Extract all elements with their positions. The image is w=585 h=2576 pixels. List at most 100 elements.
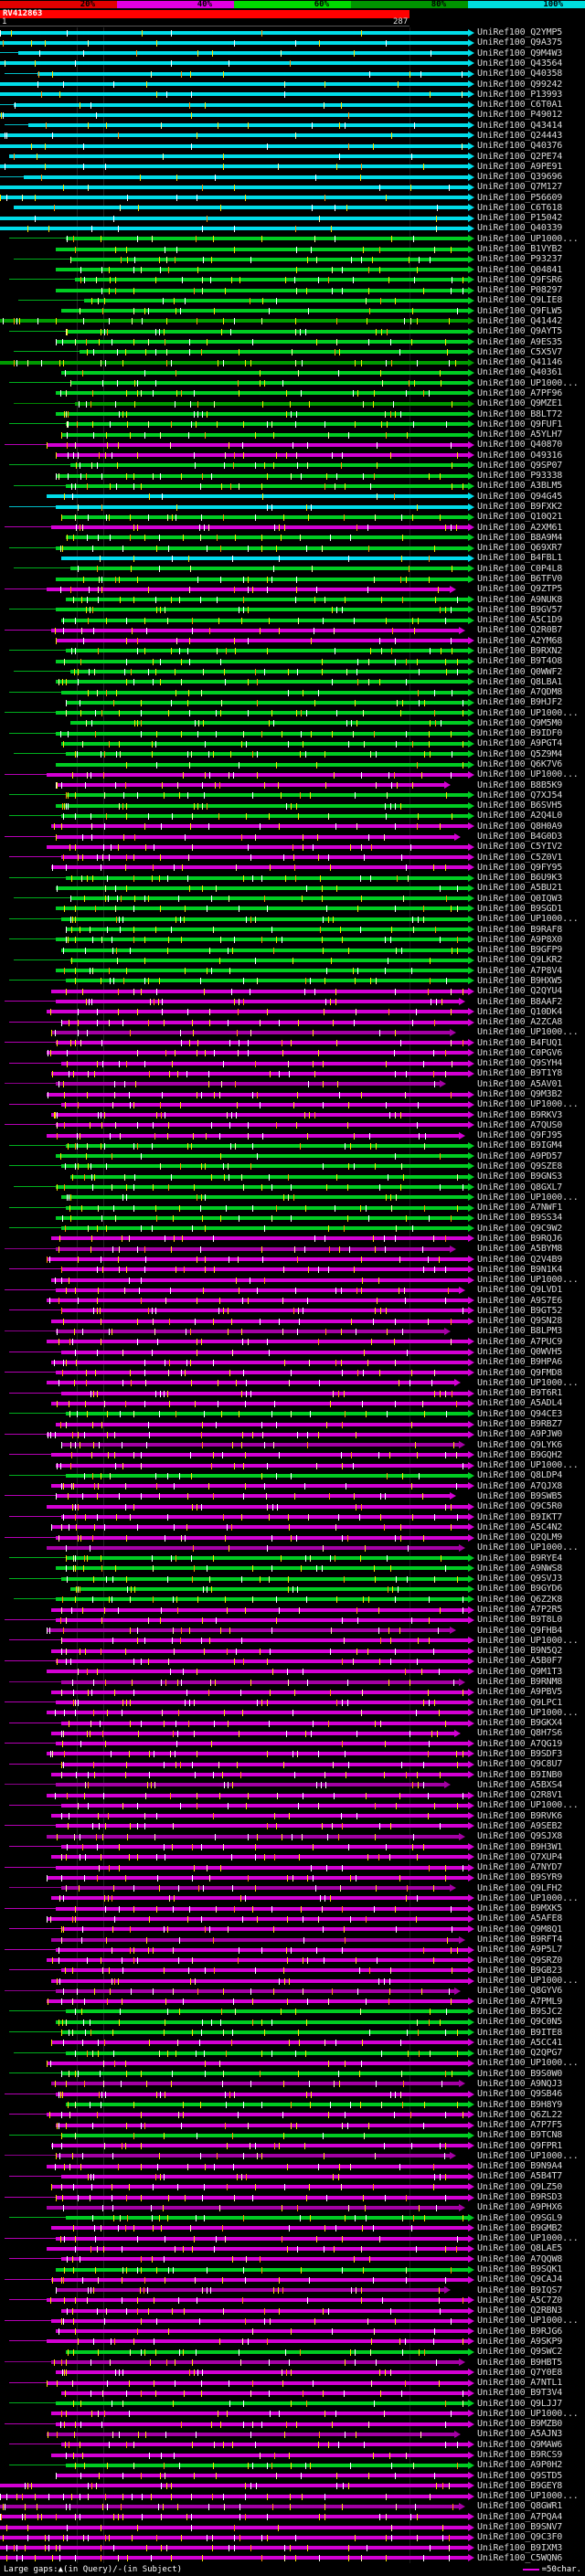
alignment-bar[interactable]: [0, 1522, 477, 1532]
alignment-bar[interactable]: [0, 2130, 477, 2140]
alignment-bar[interactable]: [0, 1564, 477, 1574]
alignment-bar[interactable]: [0, 1470, 477, 1480]
alignment-bar[interactable]: [0, 275, 477, 285]
alignment-bar[interactable]: [0, 2295, 477, 2306]
alignment-bar[interactable]: [0, 2284, 477, 2295]
alignment-bar[interactable]: [0, 295, 477, 305]
alignment-bar[interactable]: [0, 966, 477, 976]
alignment-bar[interactable]: [0, 1955, 477, 1965]
alignment-bar[interactable]: [0, 1852, 477, 1862]
alignment-bar[interactable]: [0, 1986, 477, 1996]
alignment-bar[interactable]: [0, 1821, 477, 1831]
alignment-bar[interactable]: [0, 1367, 477, 1377]
alignment-bar[interactable]: [0, 945, 477, 955]
alignment-bar[interactable]: [0, 1584, 477, 1594]
alignment-bar[interactable]: [0, 894, 477, 904]
alignment-bar[interactable]: [0, 2171, 477, 2181]
alignment-bar[interactable]: [0, 1800, 477, 1810]
alignment-bar[interactable]: [0, 27, 477, 37]
alignment-bar[interactable]: [0, 2089, 477, 2099]
alignment-bar[interactable]: [0, 1903, 477, 1913]
alignment-bar[interactable]: [0, 213, 477, 223]
alignment-bar[interactable]: [0, 141, 477, 151]
alignment-bar[interactable]: [0, 636, 477, 646]
alignment-bar[interactable]: [0, 842, 477, 852]
alignment-bar[interactable]: [0, 1790, 477, 1800]
alignment-bar[interactable]: [0, 863, 477, 873]
alignment-bar[interactable]: [0, 790, 477, 800]
alignment-bar[interactable]: [0, 1109, 477, 1119]
alignment-bar[interactable]: [0, 37, 477, 48]
alignment-bar[interactable]: [0, 1677, 477, 1687]
alignment-bar[interactable]: [0, 1501, 477, 1511]
alignment-bar[interactable]: [0, 1966, 477, 1976]
alignment-bar[interactable]: [0, 1120, 477, 1130]
alignment-bar[interactable]: [0, 1924, 477, 1935]
alignment-bar[interactable]: [0, 1089, 477, 1099]
alignment-bar[interactable]: [0, 1017, 477, 1027]
alignment-bar[interactable]: [0, 1326, 477, 1336]
alignment-bar[interactable]: [0, 2212, 477, 2222]
alignment-bar[interactable]: [0, 357, 477, 367]
alignment-bar[interactable]: [0, 203, 477, 213]
alignment-bar[interactable]: [0, 2388, 477, 2398]
alignment-bar[interactable]: [0, 162, 477, 172]
alignment-bar[interactable]: [0, 1429, 477, 1439]
alignment-bar[interactable]: [0, 471, 477, 481]
alignment-bar[interactable]: [0, 1224, 477, 1234]
alignment-bar[interactable]: [0, 1037, 477, 1047]
alignment-bar[interactable]: [0, 1759, 477, 1769]
alignment-bar[interactable]: [0, 996, 477, 1006]
alignment-bar[interactable]: [0, 1254, 477, 1264]
alignment-bar[interactable]: [0, 347, 477, 357]
alignment-bar[interactable]: [0, 2409, 477, 2419]
alignment-bar[interactable]: [0, 306, 477, 316]
alignment-bar[interactable]: [0, 728, 477, 738]
alignment-bar[interactable]: [0, 553, 477, 563]
alignment-bar[interactable]: [0, 151, 477, 161]
alignment-bar[interactable]: [0, 1646, 477, 1656]
alignment-bar[interactable]: [0, 2368, 477, 2378]
alignment-bar[interactable]: [0, 2192, 477, 2202]
alignment-bar[interactable]: [0, 2316, 477, 2326]
alignment-bar[interactable]: [0, 1347, 477, 1357]
alignment-bar[interactable]: [0, 1079, 477, 1089]
alignment-bar[interactable]: [0, 100, 477, 110]
alignment-bar[interactable]: [0, 1140, 477, 1150]
alignment-bar[interactable]: [0, 1161, 477, 1171]
alignment-bar[interactable]: [0, 1058, 477, 1068]
alignment-bar[interactable]: [0, 388, 477, 398]
alignment-bar[interactable]: [0, 1419, 477, 1429]
alignment-bar[interactable]: [0, 110, 477, 120]
alignment-bar[interactable]: [0, 564, 477, 574]
alignment-bar[interactable]: [0, 1316, 477, 1326]
alignment-bar[interactable]: [0, 1976, 477, 1986]
alignment-bar[interactable]: [0, 1811, 477, 1821]
alignment-bar[interactable]: [0, 1636, 477, 1646]
alignment-bar[interactable]: [0, 502, 477, 512]
alignment-bar[interactable]: [0, 2429, 477, 2439]
alignment-bar[interactable]: [0, 2007, 477, 2017]
alignment-bar[interactable]: [0, 2399, 477, 2409]
alignment-bar[interactable]: [0, 1511, 477, 1521]
alignment-bar[interactable]: [0, 1068, 477, 1078]
alignment-bar[interactable]: [0, 697, 477, 707]
alignment-bar[interactable]: [0, 2202, 477, 2212]
alignment-bar[interactable]: [0, 708, 477, 718]
alignment-bar[interactable]: [0, 2182, 477, 2192]
alignment-bar[interactable]: [0, 367, 477, 377]
alignment-bar[interactable]: [0, 131, 477, 141]
alignment-bar[interactable]: [0, 1656, 477, 1666]
alignment-bar[interactable]: [0, 533, 477, 543]
alignment-bar[interactable]: [0, 326, 477, 336]
alignment-bar[interactable]: [0, 1398, 477, 1408]
alignment-bar[interactable]: [0, 2233, 477, 2243]
alignment-bar[interactable]: [0, 1687, 477, 1697]
alignment-bar[interactable]: [0, 2048, 477, 2058]
alignment-bar[interactable]: [0, 1625, 477, 1635]
alignment-bar[interactable]: [0, 481, 477, 491]
alignment-bar[interactable]: [0, 398, 477, 408]
alignment-bar[interactable]: [0, 254, 477, 264]
alignment-bar[interactable]: [0, 2120, 477, 2130]
alignment-bar[interactable]: [0, 2141, 477, 2151]
